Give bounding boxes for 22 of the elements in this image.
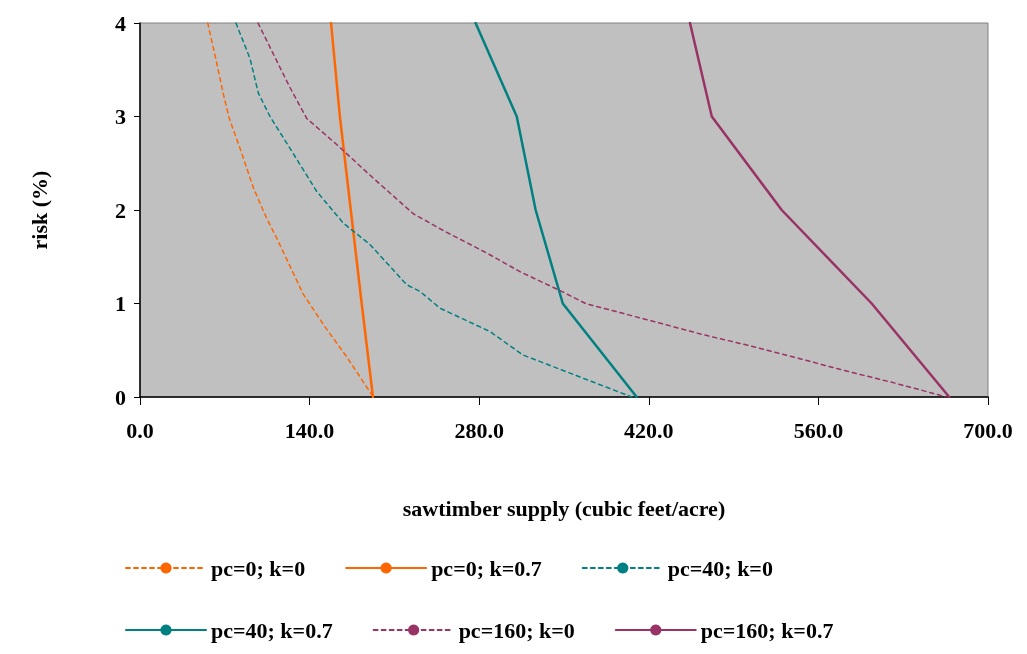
line-series	[474, 21, 638, 399]
legend-label: pc=160; k=0	[458, 617, 575, 643]
y-axis-title: risk (%)	[26, 170, 52, 250]
line-series	[235, 22, 633, 398]
x-tick-label: 560.0	[793, 417, 844, 443]
legend-label: pc=160; k=0.7	[700, 617, 834, 643]
y-tick-label: 1	[115, 291, 126, 316]
legend-label: pc=40; k=0.7	[211, 617, 333, 643]
x-tick-label: 420.0	[624, 417, 674, 443]
y-tick-label: 3	[115, 104, 126, 129]
legend-label: pc=40; k=0	[667, 555, 773, 581]
y-tick-label: 4	[115, 10, 126, 36]
y-tick-label: 0	[115, 384, 126, 410]
x-tick-label: 0.0	[126, 417, 154, 443]
x-tick-label: 280.0	[454, 417, 504, 443]
legend-label: pc=0; k=0.7	[431, 555, 542, 581]
y-tick-label: 2	[115, 197, 126, 223]
x-axis-title: sawtimber supply (cubic feet/acre)	[402, 495, 726, 521]
x-tick-label: 140.0	[284, 417, 335, 443]
legend-label: pc=0; k=0	[211, 555, 306, 581]
line-series	[257, 22, 947, 398]
x-tick-label: 700.0	[963, 417, 1013, 443]
